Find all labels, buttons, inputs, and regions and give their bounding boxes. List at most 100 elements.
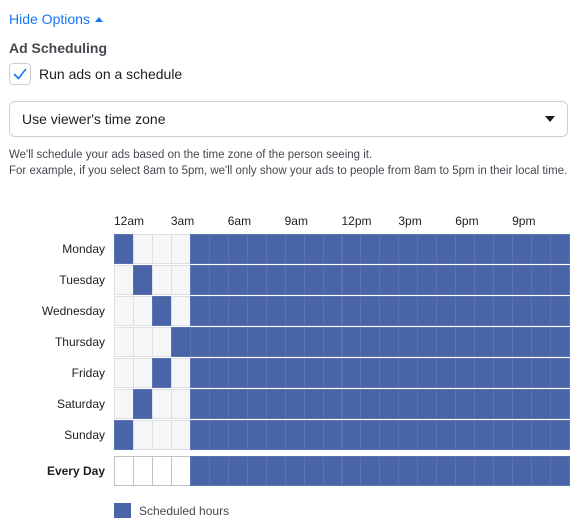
hour-cell-scheduled[interactable]	[512, 456, 533, 486]
hour-cell-scheduled[interactable]	[246, 358, 267, 388]
hour-cell-scheduled[interactable]	[360, 296, 381, 326]
hour-cell[interactable]	[170, 234, 191, 264]
hour-cell-scheduled[interactable]	[417, 265, 438, 295]
hour-cell[interactable]	[170, 389, 191, 419]
hour-cell-scheduled[interactable]	[246, 234, 267, 264]
hour-cell-scheduled[interactable]	[303, 327, 324, 357]
hour-cell-scheduled[interactable]	[550, 327, 570, 357]
hour-cell-scheduled[interactable]	[303, 420, 324, 450]
hour-cell-scheduled[interactable]	[493, 296, 514, 326]
hour-cell-scheduled[interactable]	[208, 358, 229, 388]
hour-cell-scheduled[interactable]	[189, 296, 210, 326]
hour-cell-scheduled[interactable]	[474, 456, 495, 486]
hour-cell-scheduled[interactable]	[512, 265, 533, 295]
hour-cell-scheduled[interactable]	[493, 358, 514, 388]
hour-cell-scheduled[interactable]	[436, 456, 457, 486]
hour-cell-scheduled[interactable]	[512, 358, 533, 388]
hour-cell-scheduled[interactable]	[208, 296, 229, 326]
hour-cell-scheduled[interactable]	[322, 234, 343, 264]
hour-cell-scheduled[interactable]	[284, 296, 305, 326]
hour-cell[interactable]	[151, 389, 172, 419]
hour-cell[interactable]	[151, 234, 172, 264]
hour-cell-scheduled[interactable]	[227, 389, 248, 419]
hour-cell-scheduled[interactable]	[360, 265, 381, 295]
hour-cell-scheduled[interactable]	[436, 234, 457, 264]
hour-cell-scheduled[interactable]	[284, 234, 305, 264]
hour-cell[interactable]	[132, 234, 153, 264]
hour-cell-scheduled[interactable]	[455, 358, 476, 388]
hour-cell-scheduled[interactable]	[531, 420, 552, 450]
hour-cell-scheduled[interactable]	[550, 389, 570, 419]
hour-cell-scheduled[interactable]	[550, 358, 570, 388]
hour-cell-scheduled[interactable]	[227, 296, 248, 326]
hour-cell-scheduled[interactable]	[303, 358, 324, 388]
hour-cell-scheduled[interactable]	[132, 265, 153, 295]
hour-cell-scheduled[interactable]	[436, 420, 457, 450]
hour-cell-scheduled[interactable]	[265, 296, 286, 326]
hour-cell-scheduled[interactable]	[379, 327, 400, 357]
hour-cell-scheduled[interactable]	[512, 234, 533, 264]
hour-cell-scheduled[interactable]	[189, 358, 210, 388]
hour-cell-scheduled[interactable]	[493, 327, 514, 357]
hour-cell-scheduled[interactable]	[550, 234, 570, 264]
hour-cell-scheduled[interactable]	[265, 327, 286, 357]
hour-cell-scheduled[interactable]	[246, 296, 267, 326]
hour-cell-scheduled[interactable]	[189, 389, 210, 419]
hour-cell-scheduled[interactable]	[322, 456, 343, 486]
hour-cell-scheduled[interactable]	[265, 389, 286, 419]
hour-cell[interactable]	[114, 296, 134, 326]
hour-cell-scheduled[interactable]	[284, 420, 305, 450]
hour-cell-scheduled[interactable]	[455, 456, 476, 486]
hour-cell[interactable]	[114, 358, 134, 388]
hour-cell[interactable]	[114, 265, 134, 295]
hour-cell-scheduled[interactable]	[189, 456, 210, 486]
run-on-schedule-checkbox[interactable]	[9, 63, 31, 85]
hour-cell-scheduled[interactable]	[493, 265, 514, 295]
hour-cell[interactable]	[151, 420, 172, 450]
hour-cell-scheduled[interactable]	[114, 234, 134, 264]
hour-cell-scheduled[interactable]	[512, 296, 533, 326]
hour-cell-scheduled[interactable]	[474, 420, 495, 450]
hour-cell-scheduled[interactable]	[151, 296, 172, 326]
hour-cell-scheduled[interactable]	[531, 456, 552, 486]
hour-cell-scheduled[interactable]	[436, 296, 457, 326]
hour-cell-scheduled[interactable]	[398, 358, 419, 388]
hour-cell-scheduled[interactable]	[474, 327, 495, 357]
hour-cell[interactable]	[151, 456, 172, 486]
hour-cell-scheduled[interactable]	[550, 296, 570, 326]
hour-cell-scheduled[interactable]	[398, 265, 419, 295]
hour-cell-scheduled[interactable]	[379, 265, 400, 295]
hour-cell[interactable]	[170, 265, 191, 295]
hour-cell-scheduled[interactable]	[531, 327, 552, 357]
hour-cell-scheduled[interactable]	[208, 420, 229, 450]
hour-cell-scheduled[interactable]	[341, 265, 362, 295]
hour-cell-scheduled[interactable]	[246, 265, 267, 295]
hour-cell-scheduled[interactable]	[455, 296, 476, 326]
hour-cell-scheduled[interactable]	[246, 420, 267, 450]
hour-cell[interactable]	[151, 327, 172, 357]
hour-cell-scheduled[interactable]	[436, 265, 457, 295]
hour-cell-scheduled[interactable]	[360, 456, 381, 486]
hour-cell-scheduled[interactable]	[417, 389, 438, 419]
hour-cell-scheduled[interactable]	[455, 234, 476, 264]
hour-cell-scheduled[interactable]	[341, 296, 362, 326]
hour-cell-scheduled[interactable]	[493, 234, 514, 264]
hour-cell-scheduled[interactable]	[246, 456, 267, 486]
hour-cell-scheduled[interactable]	[265, 420, 286, 450]
hour-cell[interactable]	[132, 420, 153, 450]
hour-cell-scheduled[interactable]	[360, 358, 381, 388]
hour-cell[interactable]	[114, 456, 134, 486]
hour-cell[interactable]	[151, 265, 172, 295]
hour-cell-scheduled[interactable]	[455, 420, 476, 450]
hour-cell[interactable]	[170, 296, 191, 326]
hour-cell-scheduled[interactable]	[322, 327, 343, 357]
hour-cell-scheduled[interactable]	[379, 358, 400, 388]
hour-cell-scheduled[interactable]	[341, 234, 362, 264]
run-on-schedule-row[interactable]: Run ads on a schedule	[9, 63, 182, 85]
hour-cell-scheduled[interactable]	[189, 265, 210, 295]
hour-cell-scheduled[interactable]	[474, 234, 495, 264]
hour-cell-scheduled[interactable]	[322, 358, 343, 388]
hour-cell-scheduled[interactable]	[189, 420, 210, 450]
hour-cell-scheduled[interactable]	[341, 327, 362, 357]
hour-cell-scheduled[interactable]	[265, 456, 286, 486]
